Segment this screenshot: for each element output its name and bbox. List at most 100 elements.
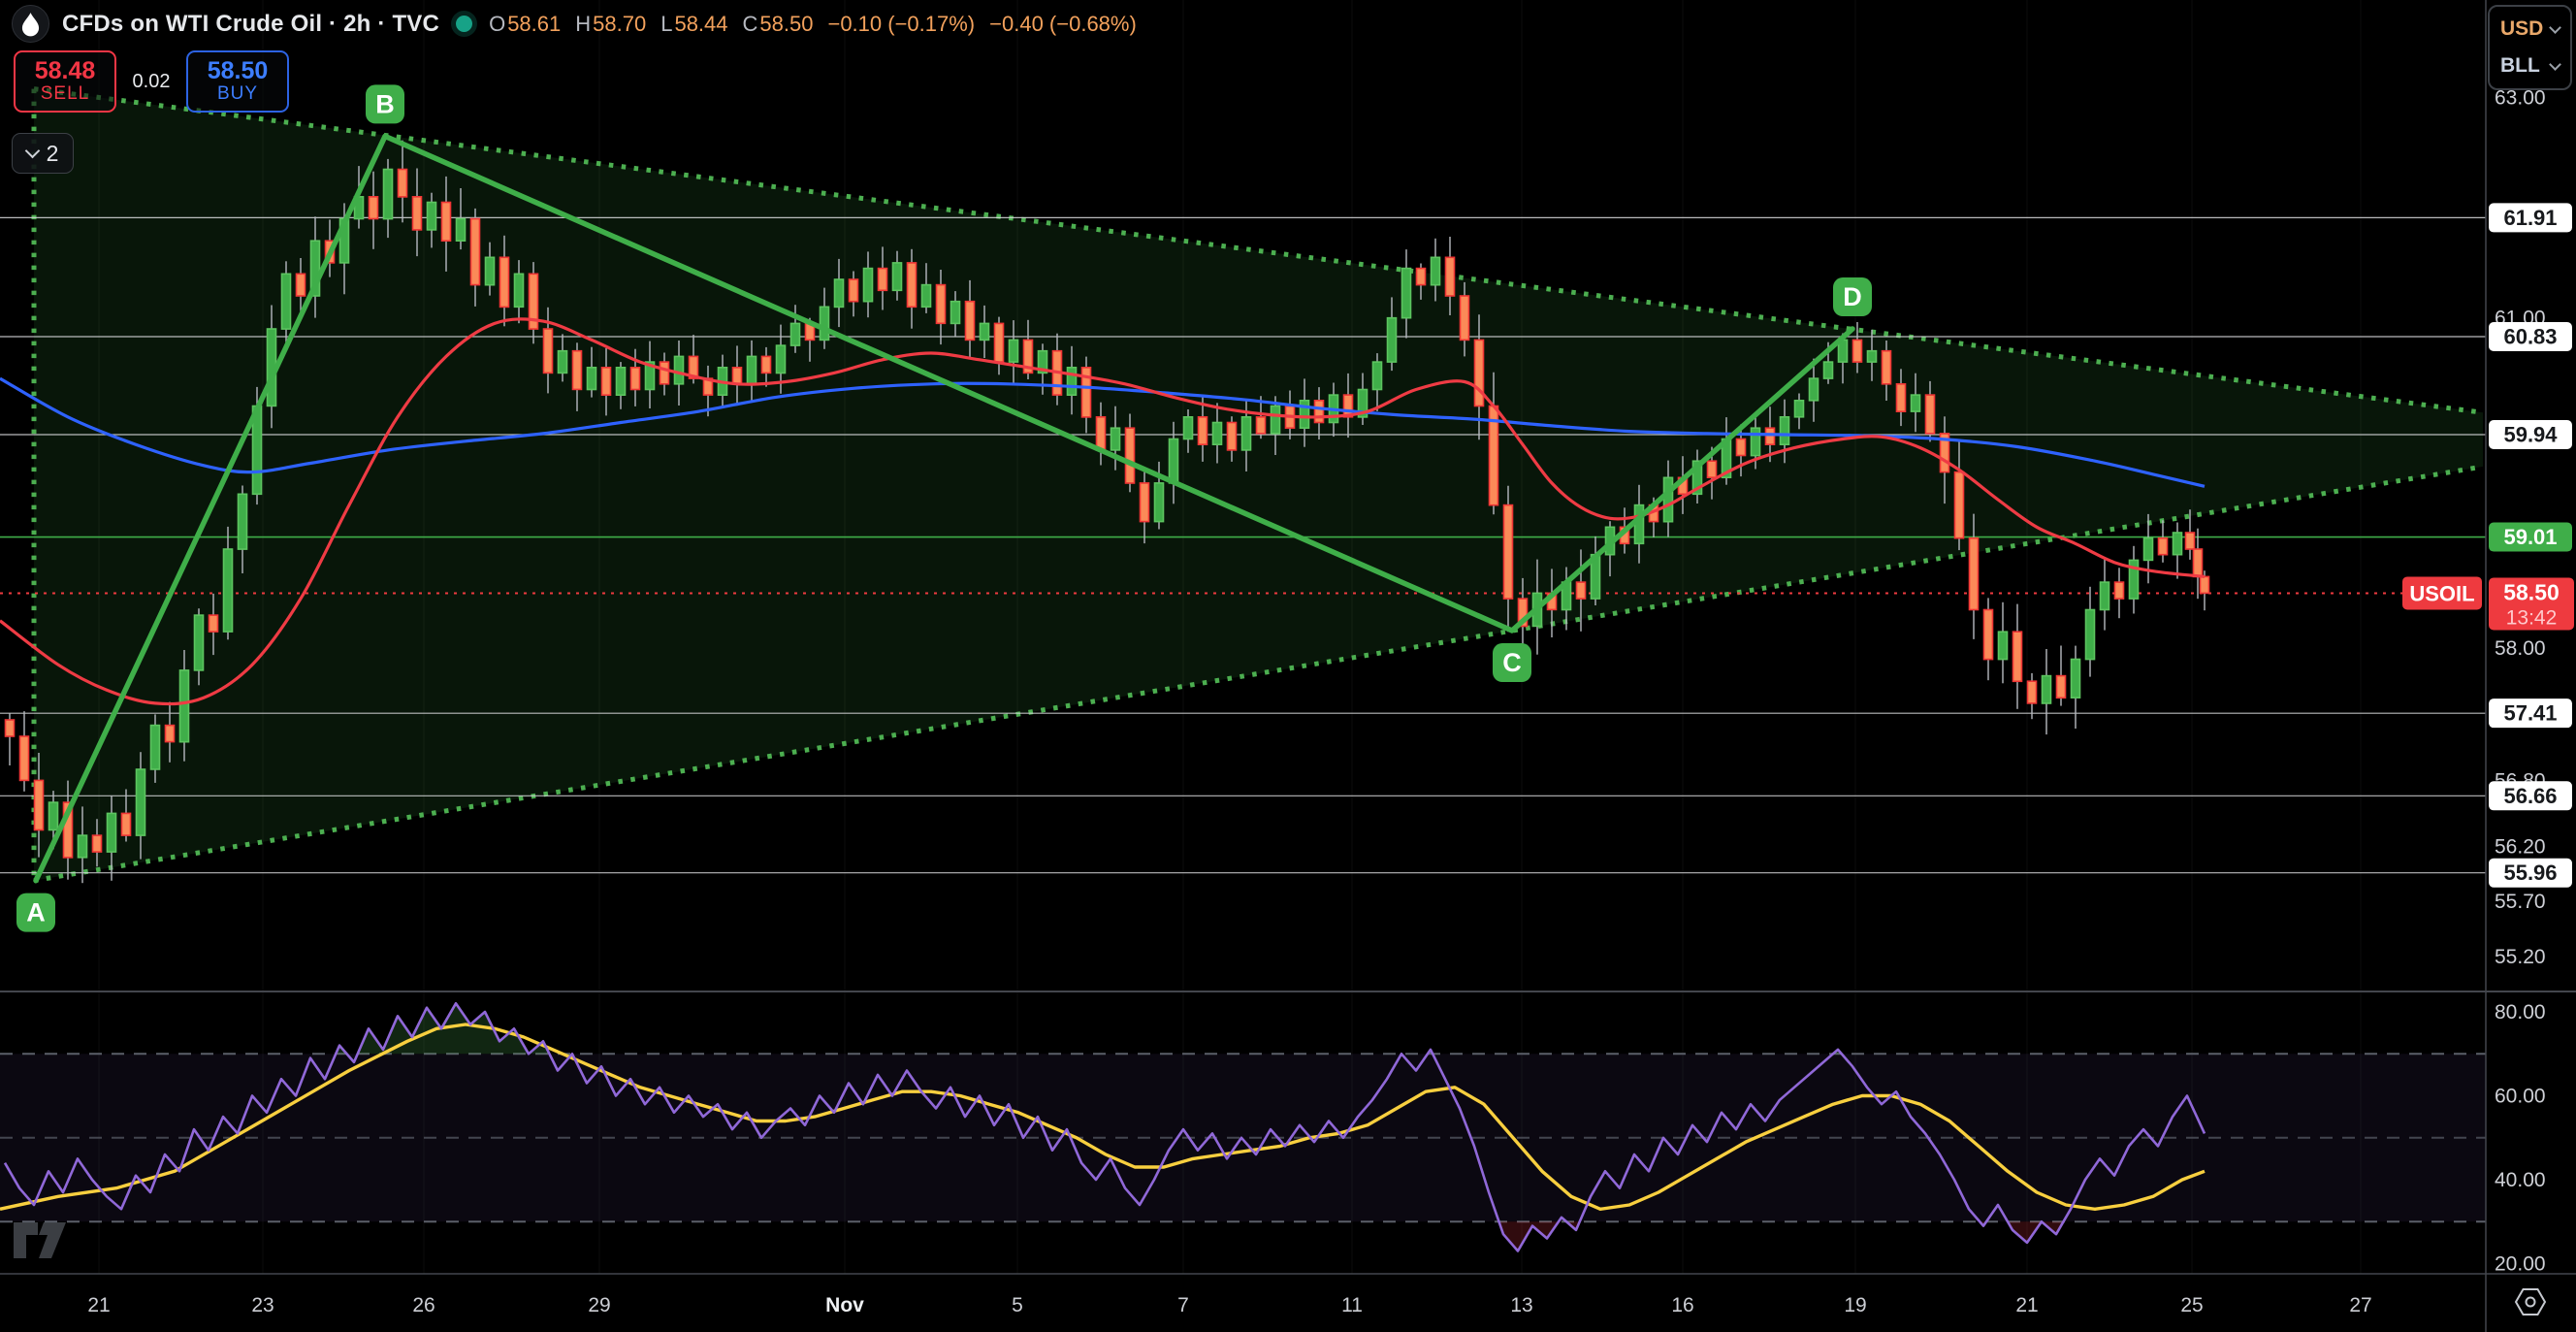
- price-levels: [0, 216, 2486, 874]
- spread-value: 0.02: [132, 70, 171, 92]
- ohlc-low-label: L: [660, 11, 673, 36]
- candle-body: [2184, 532, 2196, 550]
- unit-select[interactable]: BLL: [2490, 54, 2570, 78]
- candle-body: [1822, 361, 1834, 379]
- price-level-label: [2489, 698, 2572, 729]
- candle-body: [615, 366, 627, 396]
- swing-label-D[interactable]: [1833, 277, 1872, 317]
- svg-text:55.96: 55.96: [2503, 861, 2557, 885]
- oil-drop-icon[interactable]: [12, 5, 49, 43]
- candle-body: [1793, 399, 1805, 418]
- candle-body: [1211, 421, 1223, 446]
- candle-body: [571, 349, 583, 391]
- time-tick: 5: [1012, 1294, 1023, 1316]
- candle-body: [2199, 575, 2210, 595]
- chevron-down-icon: [2549, 20, 2561, 34]
- trendline-dotted[interactable]: [33, 464, 2484, 884]
- candle-body: [91, 834, 103, 853]
- oscillator-pane: [0, 1002, 2486, 1252]
- candle-body: [2084, 608, 2096, 661]
- candle-body: [877, 267, 888, 292]
- price-tick: 63.00: [2495, 87, 2546, 110]
- candle-body: [1502, 504, 1514, 600]
- candle-body: [382, 168, 394, 220]
- ohlc-open-value: 58.61: [507, 11, 562, 36]
- symbol-title[interactable]: CFDs on WTI Crude Oil · 2h · TVC: [62, 10, 440, 37]
- buy-price: 58.50: [207, 56, 269, 84]
- candle-body: [1808, 377, 1819, 402]
- candle-body: [2142, 536, 2154, 562]
- candle-body: [48, 801, 59, 831]
- candle-body: [1633, 504, 1645, 545]
- candle-body: [2041, 674, 2052, 704]
- ohlc-low-value: 58.44: [674, 11, 728, 36]
- gear-icon[interactable]: [2514, 1288, 2547, 1316]
- currency-select[interactable]: USD: [2490, 17, 2570, 41]
- candle-body: [208, 614, 219, 633]
- zigzag-drawing[interactable]: A B C D: [16, 84, 1872, 932]
- swing-label-A[interactable]: [16, 893, 55, 932]
- candle-body: [1080, 366, 1092, 418]
- candle-body: [1386, 316, 1398, 363]
- candle-body: [309, 240, 321, 297]
- candle-body: [1124, 427, 1136, 484]
- green-level-label: [2489, 522, 2572, 552]
- candle-body: [644, 361, 656, 391]
- candle-body: [1444, 256, 1456, 297]
- candle-body: [411, 196, 423, 231]
- market-status-icon[interactable]: [456, 16, 473, 32]
- candle-body: [178, 669, 190, 743]
- time-axis[interactable]: 21 23 26 29 Nov 5 7 11 13 16 19 21 25 27: [87, 1294, 2371, 1316]
- price-tick: 56.20: [2495, 835, 2546, 858]
- candle-body: [237, 493, 248, 550]
- object-tree-toggle[interactable]: 2: [12, 133, 74, 174]
- candle-body: [1517, 598, 1529, 628]
- candle-body: [2157, 536, 2169, 556]
- candle-body: [688, 355, 699, 379]
- candle-body: [542, 328, 554, 374]
- price-axis[interactable]: 63.0061.0058.0056.8056.2055.7055.2080.00…: [2489, 87, 2574, 1276]
- swing-label-B[interactable]: [366, 84, 404, 124]
- candle-body: [1066, 366, 1078, 396]
- candle-body: [222, 548, 234, 633]
- candle-body: [920, 283, 932, 309]
- candle-body: [106, 812, 117, 853]
- chevron-down-icon: [24, 143, 40, 159]
- candle-body: [1939, 433, 1950, 473]
- candle-body: [1255, 415, 1267, 435]
- candle-body: [1415, 267, 1427, 286]
- osc-tick: 80.00: [2495, 1001, 2546, 1023]
- price-level-label: [2489, 858, 2572, 888]
- time-tick: 16: [1671, 1294, 1693, 1316]
- candle-body: [789, 322, 801, 346]
- svg-text:B: B: [375, 89, 395, 118]
- candle-body: [33, 779, 45, 831]
- time-tick: 29: [588, 1294, 610, 1316]
- candle-body: [1037, 349, 1048, 374]
- price-level-label: [2489, 420, 2572, 449]
- overbought-fill: [336, 1003, 1842, 1055]
- change-day: −0.40 (−0.68%): [989, 11, 1137, 36]
- osc-main-line: [3, 1002, 2206, 1252]
- candle-body: [1197, 415, 1208, 445]
- candle-body: [164, 724, 176, 743]
- sell-button[interactable]: 58.48 SELL: [14, 50, 116, 113]
- candle-body: [1924, 394, 1936, 435]
- price-tick: 58.00: [2495, 637, 2546, 660]
- swing-label-C[interactable]: [1493, 643, 1531, 683]
- candle-body: [746, 355, 757, 385]
- candle-body: [775, 344, 787, 374]
- candle-body: [484, 256, 496, 286]
- trendline-dotted[interactable]: [33, 86, 2484, 415]
- candle-body: [1662, 476, 1674, 523]
- candle-body: [600, 366, 612, 396]
- buy-button[interactable]: 58.50 BUY: [186, 50, 289, 113]
- candle-body: [731, 366, 743, 385]
- time-tick: Nov: [825, 1294, 864, 1316]
- candle-body: [2192, 548, 2204, 578]
- candle-body: [1342, 394, 1354, 418]
- candle-body: [1299, 399, 1310, 429]
- candle-body: [1779, 415, 1790, 445]
- unit-selector: USD BLL: [2488, 5, 2572, 90]
